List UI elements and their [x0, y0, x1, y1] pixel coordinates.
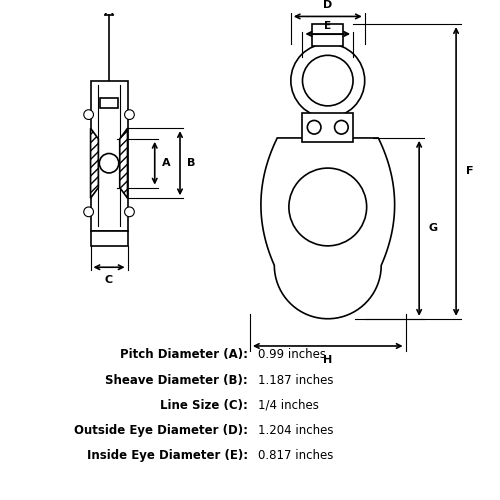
Circle shape [289, 168, 366, 246]
Text: Outside Eye Diameter (D):: Outside Eye Diameter (D): [74, 424, 248, 437]
Text: Sheave Diameter (B):: Sheave Diameter (B): [106, 374, 248, 386]
Text: E: E [324, 21, 332, 31]
Circle shape [84, 110, 94, 120]
Circle shape [291, 44, 364, 118]
Polygon shape [261, 138, 394, 318]
Text: 1.204 inches: 1.204 inches [258, 424, 334, 437]
Text: F: F [466, 166, 473, 176]
Text: C: C [105, 275, 113, 285]
Circle shape [100, 154, 119, 173]
Bar [302, 112, 353, 142]
Polygon shape [120, 128, 128, 198]
Circle shape [84, 207, 94, 216]
Text: 1/4 inches: 1/4 inches [258, 399, 318, 412]
Text: 1.187 inches: 1.187 inches [258, 374, 334, 386]
Circle shape [302, 56, 353, 106]
Bar [312, 24, 344, 46]
Circle shape [334, 120, 348, 134]
Circle shape [308, 120, 321, 134]
Text: A: A [162, 158, 170, 168]
Circle shape [124, 110, 134, 120]
Polygon shape [90, 128, 98, 198]
Circle shape [124, 207, 134, 216]
Text: Inside Eye Diameter (E):: Inside Eye Diameter (E): [87, 450, 248, 462]
Text: B: B [188, 158, 196, 168]
Text: 0.99 inches: 0.99 inches [258, 348, 326, 361]
Text: Pitch Diameter (A):: Pitch Diameter (A): [120, 348, 248, 361]
Text: D: D [323, 0, 332, 10]
Bar [100, 98, 118, 108]
Text: 0.817 inches: 0.817 inches [258, 450, 333, 462]
Text: H: H [323, 354, 332, 364]
Bar [90, 80, 128, 232]
Text: G: G [428, 224, 438, 234]
Text: Line Size (C):: Line Size (C): [160, 399, 248, 412]
Bar [90, 232, 128, 246]
